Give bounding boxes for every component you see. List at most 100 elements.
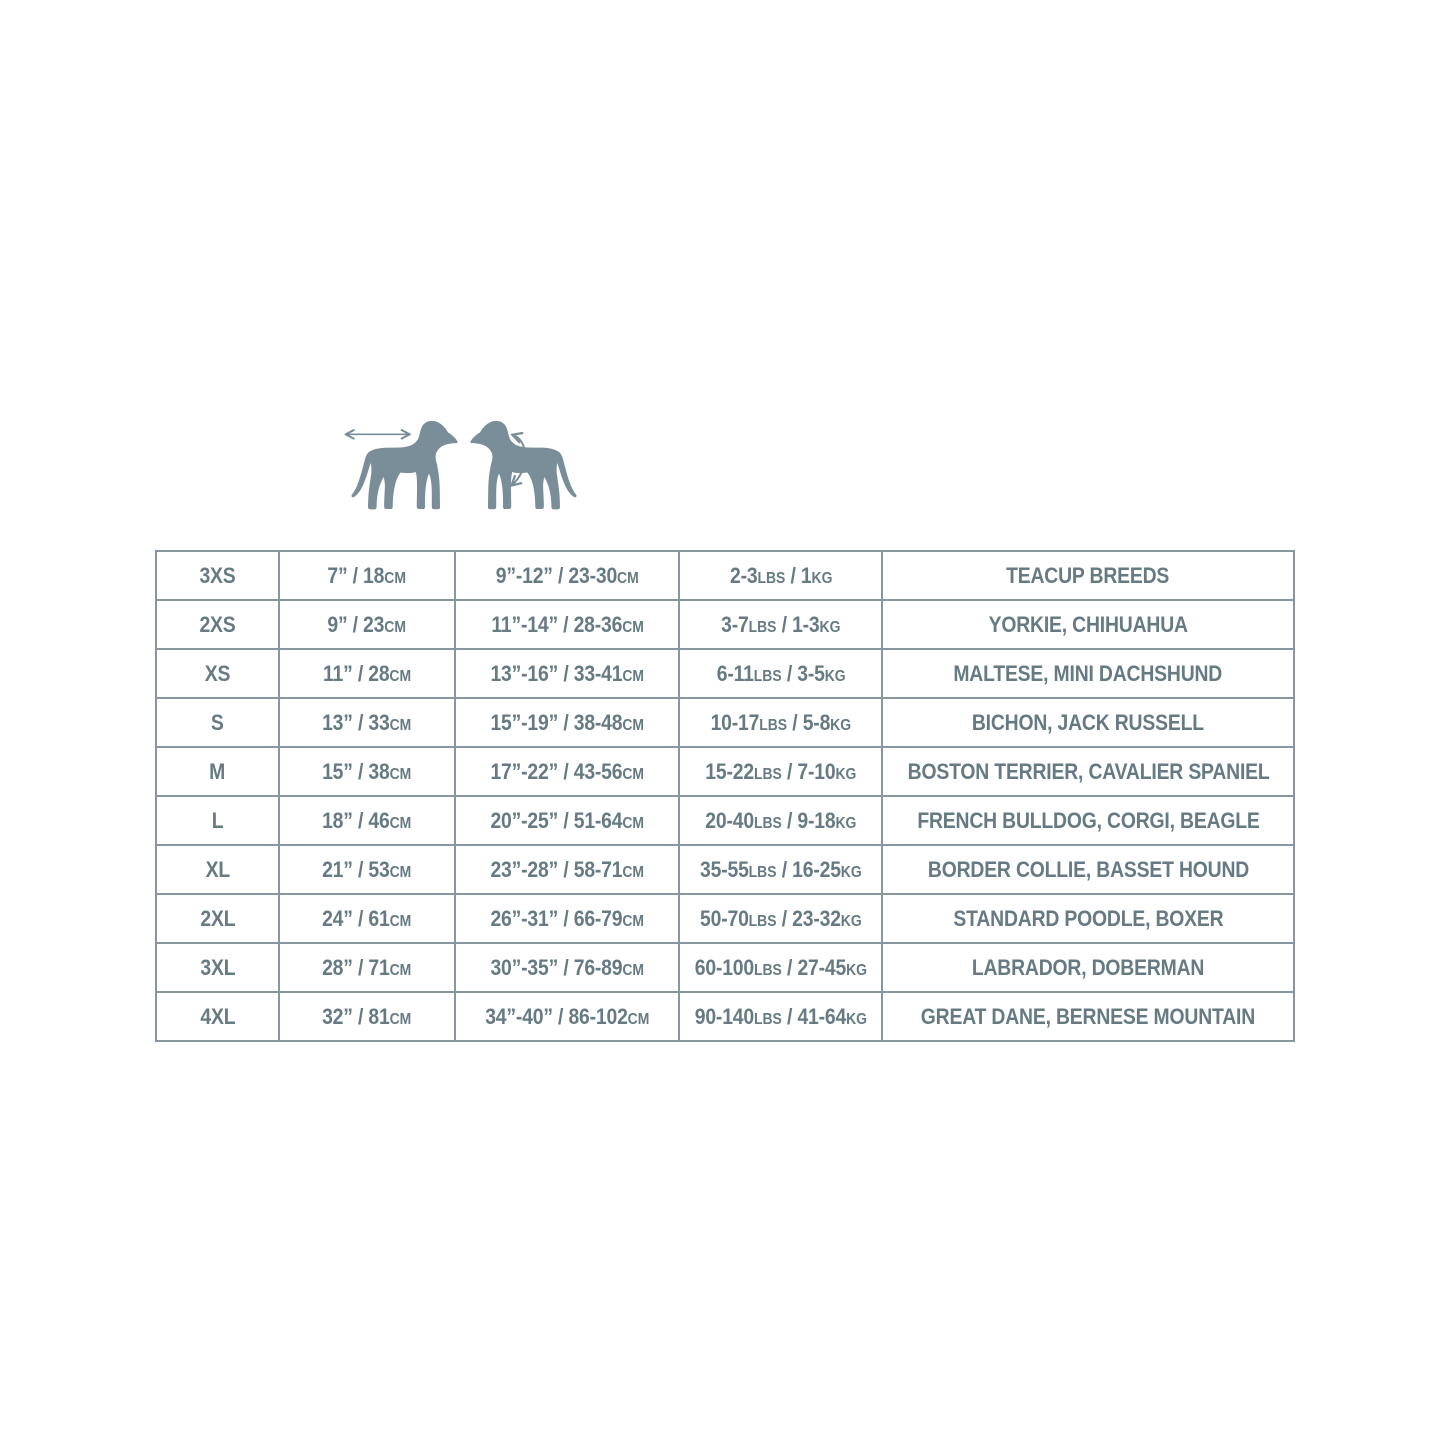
cell-text: BICHON, JACK RUSSELL bbox=[971, 709, 1205, 735]
cell-breeds: BOSTON TERRIER, CAVALIER SPANIEL bbox=[881, 746, 1295, 797]
cell-text: BOSTON TERRIER, CAVALIER SPANIEL bbox=[907, 758, 1270, 784]
cell-size: L bbox=[155, 795, 280, 846]
cell-text: 7” / 18CM bbox=[327, 562, 407, 588]
cell-text: 20-40LBS / 9-18KG bbox=[705, 807, 857, 833]
cell-back-length: 13” / 33CM bbox=[277, 697, 457, 748]
cell-size: 3XL bbox=[155, 942, 280, 993]
cell-breeds: GREAT DANE, BERNESE MOUNTAIN bbox=[881, 991, 1295, 1042]
cell-text: 34”-40” / 86-102CM bbox=[485, 1003, 650, 1029]
dog-left-silhouette bbox=[328, 420, 458, 510]
cell-text: 9” / 23CM bbox=[327, 611, 407, 637]
cell-text: 30”-35” / 76-89CM bbox=[490, 954, 645, 980]
cell-weight: 2-3LBS / 1KG bbox=[678, 550, 883, 601]
cell-back-length: 28” / 71CM bbox=[277, 942, 457, 993]
measurement-illustration bbox=[328, 414, 608, 526]
cell-breeds: LABRADOR, DOBERMAN bbox=[881, 942, 1295, 993]
cell-weight: 3-7LBS / 1-3KG bbox=[678, 599, 883, 650]
cell-weight: 10-17LBS / 5-8KG bbox=[678, 697, 883, 748]
cell-text: 2XS bbox=[199, 611, 236, 637]
cell-chest-girth: 26”-31” / 66-79CM bbox=[454, 893, 681, 944]
cell-back-length: 15” / 38CM bbox=[277, 746, 457, 797]
cell-text: M bbox=[209, 758, 226, 784]
cell-size: XL bbox=[155, 844, 280, 895]
cell-text: 35-55LBS / 16-25KG bbox=[699, 856, 862, 882]
cell-weight: 20-40LBS / 9-18KG bbox=[678, 795, 883, 846]
cell-text: STANDARD POODLE, BOXER bbox=[952, 905, 1224, 931]
cell-chest-girth: 17”-22” / 43-56CM bbox=[454, 746, 681, 797]
cell-chest-girth: 20”-25” / 51-64CM bbox=[454, 795, 681, 846]
cell-size: S bbox=[155, 697, 280, 748]
cell-text: 32” / 81CM bbox=[322, 1003, 412, 1029]
table-row: 4XL 32” / 81CM 34”-40” / 86-102CM 90-140LBS… bbox=[155, 991, 1295, 1042]
cell-text: XS bbox=[204, 660, 231, 686]
cell-text: LABRADOR, DOBERMAN bbox=[971, 954, 1205, 980]
cell-size: M bbox=[155, 746, 280, 797]
cell-text: 3XS bbox=[199, 562, 236, 588]
cell-back-length: 9” / 23CM bbox=[277, 599, 457, 650]
dog-body bbox=[351, 420, 458, 510]
cell-breeds: FRENCH BULLDOG, CORGI, BEAGLE bbox=[881, 795, 1295, 846]
cell-text: 13”-16” / 33-41CM bbox=[490, 660, 645, 686]
cell-text: 18” / 46CM bbox=[322, 807, 412, 833]
cell-breeds: YORKIE, CHIHUAHUA bbox=[881, 599, 1295, 650]
cell-size: 3XS bbox=[155, 550, 280, 601]
cell-size: 2XS bbox=[155, 599, 280, 650]
cell-text: L bbox=[211, 807, 224, 833]
cell-breeds: BORDER COLLIE, BASSET HOUND bbox=[881, 844, 1295, 895]
table-row: 3XS 7” / 18CM 9”-12” / 23-30CM 2-3LBS / 1KG… bbox=[155, 550, 1295, 601]
cell-text: 4XL bbox=[199, 1003, 235, 1029]
cell-text: 17”-22” / 43-56CM bbox=[490, 758, 645, 784]
cell-text: 90-140LBS / 41-64KG bbox=[694, 1003, 867, 1029]
cell-text: 10-17LBS / 5-8KG bbox=[710, 709, 851, 735]
table-row: XL 21” / 53CM 23”-28” / 58-71CM 35-55LBS / … bbox=[155, 844, 1295, 895]
cell-size: 4XL bbox=[155, 991, 280, 1042]
cell-text: MALTESE, MINI DACHSHUND bbox=[953, 660, 1223, 686]
cell-size: XS bbox=[155, 648, 280, 699]
cell-breeds: BICHON, JACK RUSSELL bbox=[881, 697, 1295, 748]
cell-text: 28” / 71CM bbox=[322, 954, 412, 980]
cell-chest-girth: 34”-40” / 86-102CM bbox=[454, 991, 681, 1042]
cell-chest-girth: 13”-16” / 33-41CM bbox=[454, 648, 681, 699]
cell-text: 15” / 38CM bbox=[322, 758, 412, 784]
cell-weight: 50-70LBS / 23-32KG bbox=[678, 893, 883, 944]
cell-chest-girth: 11”-14” / 28-36CM bbox=[454, 599, 681, 650]
table-row: L 18” / 46CM 20”-25” / 51-64CM 20-40LBS / 9… bbox=[155, 795, 1295, 846]
cell-back-length: 11” / 28CM bbox=[277, 648, 457, 699]
cell-weight: 15-22LBS / 7-10KG bbox=[678, 746, 883, 797]
cell-chest-girth: 30”-35” / 76-89CM bbox=[454, 942, 681, 993]
cell-weight: 90-140LBS / 41-64KG bbox=[678, 991, 883, 1042]
cell-breeds: STANDARD POODLE, BOXER bbox=[881, 893, 1295, 944]
cell-breeds: TEACUP BREEDS bbox=[881, 550, 1295, 601]
cell-text: 2-3LBS / 1KG bbox=[729, 562, 832, 588]
cell-back-length: 32” / 81CM bbox=[277, 991, 457, 1042]
table-row: 2XL 24” / 61CM 26”-31” / 66-79CM 50-70LBS /… bbox=[155, 893, 1295, 944]
size-chart-table: 3XS 7” / 18CM 9”-12” / 23-30CM 2-3LBS / 1KG… bbox=[155, 550, 1295, 1042]
girth-arrow-icon bbox=[504, 428, 527, 494]
table-row: XS 11” / 28CM 13”-16” / 33-41CM 6-11LBS / 3… bbox=[155, 648, 1295, 699]
cell-weight: 6-11LBS / 3-5KG bbox=[678, 648, 883, 699]
cell-text: 23”-28” / 58-71CM bbox=[490, 856, 645, 882]
table-row: 3XL 28” / 71CM 30”-35” / 76-89CM 60-100LBS … bbox=[155, 942, 1295, 993]
cell-chest-girth: 15”-19” / 38-48CM bbox=[454, 697, 681, 748]
cell-weight: 35-55LBS / 16-25KG bbox=[678, 844, 883, 895]
cell-text: 15”-19” / 38-48CM bbox=[490, 709, 645, 735]
cell-text: 24” / 61CM bbox=[322, 905, 412, 931]
cell-back-length: 24” / 61CM bbox=[277, 893, 457, 944]
cell-text: 11” / 28CM bbox=[323, 660, 412, 686]
cell-back-length: 7” / 18CM bbox=[277, 550, 457, 601]
cell-text: TEACUP BREEDS bbox=[1006, 562, 1170, 588]
cell-text: 13” / 33CM bbox=[322, 709, 412, 735]
cell-back-length: 21” / 53CM bbox=[277, 844, 457, 895]
cell-text: 6-11LBS / 3-5KG bbox=[716, 660, 846, 686]
cell-text: 21” / 53CM bbox=[322, 856, 412, 882]
cell-text: 3-7LBS / 1-3KG bbox=[721, 611, 841, 637]
cell-text: XL bbox=[205, 856, 230, 882]
cell-text: 20”-25” / 51-64CM bbox=[490, 807, 645, 833]
cell-text: 3XL bbox=[199, 954, 235, 980]
cell-text: S bbox=[211, 709, 224, 735]
cell-breeds: MALTESE, MINI DACHSHUND bbox=[881, 648, 1295, 699]
cell-text: 26”-31” / 66-79CM bbox=[490, 905, 645, 931]
cell-text: 60-100LBS / 27-45KG bbox=[694, 954, 867, 980]
table-row: 2XS 9” / 23CM 11”-14” / 28-36CM 3-7LBS / 1-… bbox=[155, 599, 1295, 650]
